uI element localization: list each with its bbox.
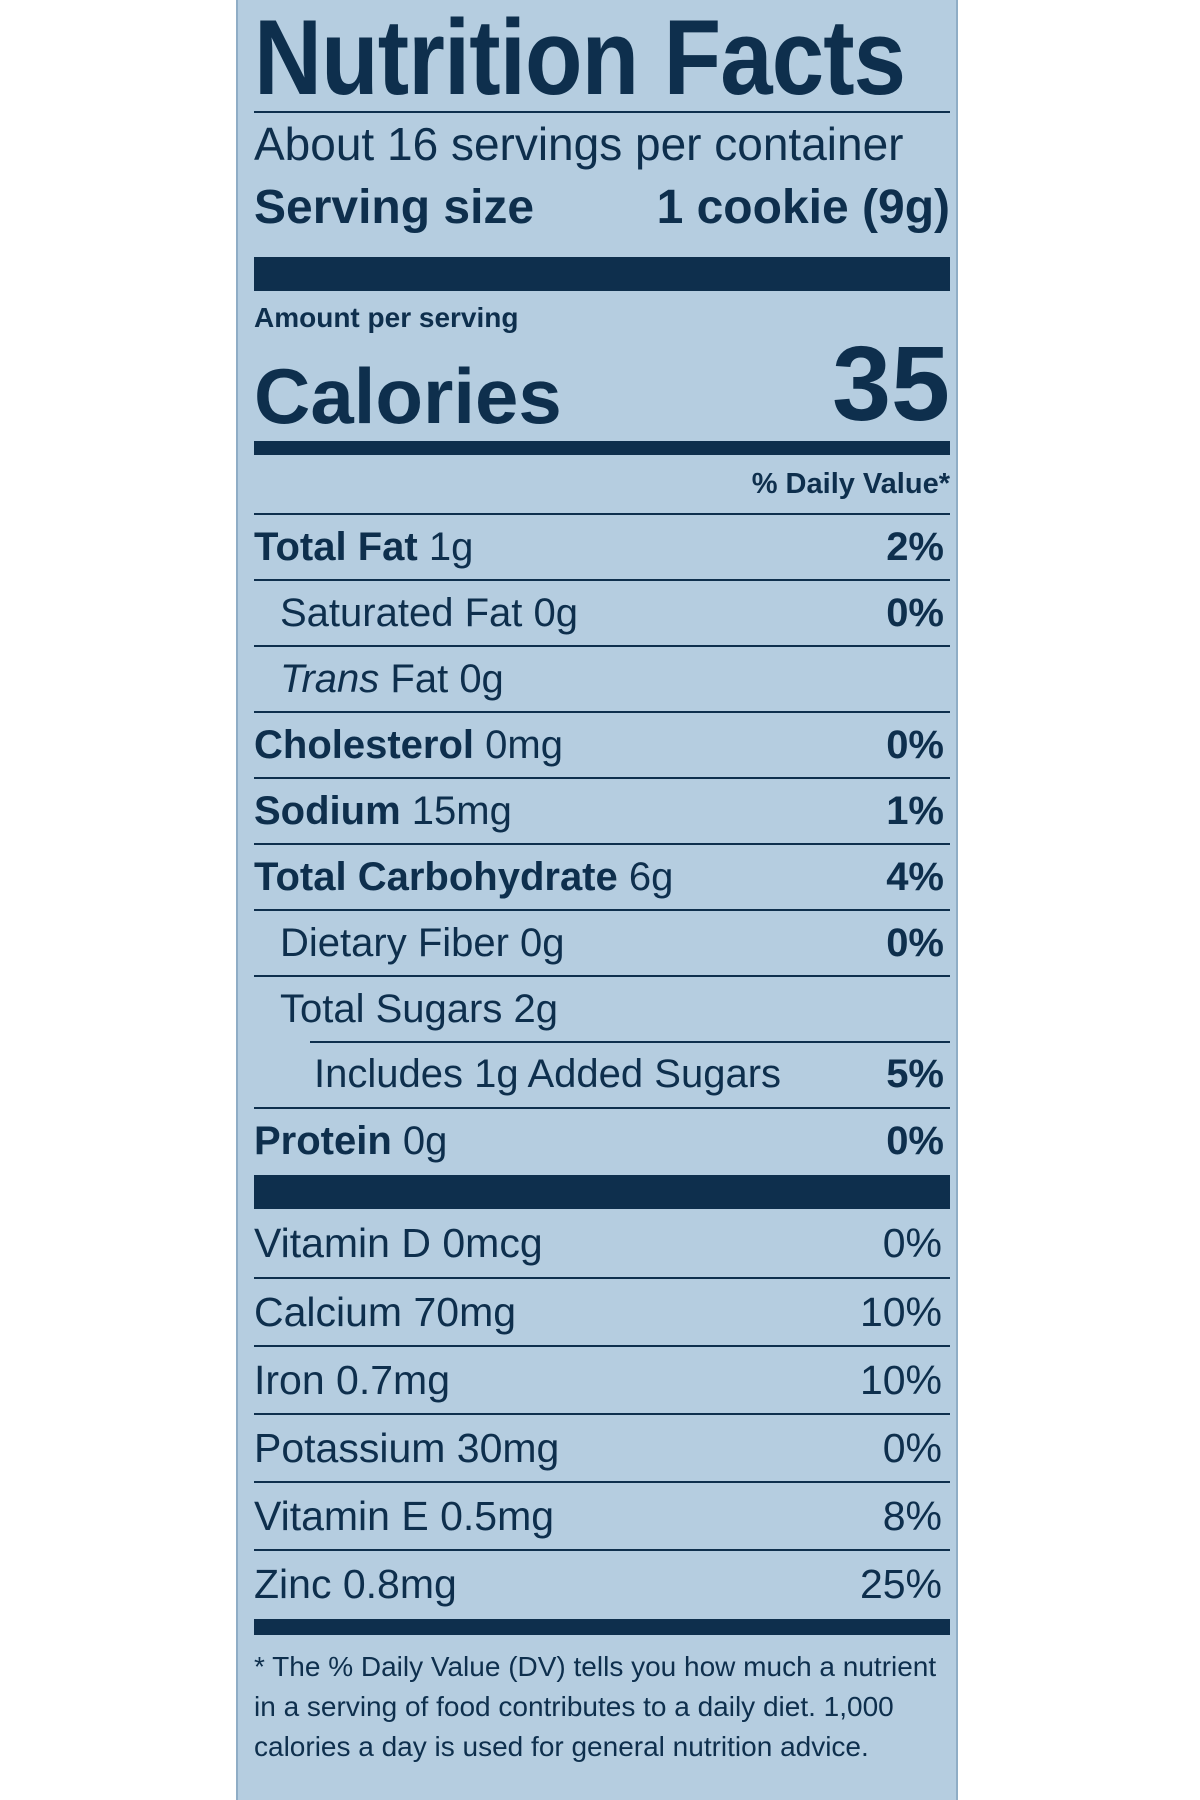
vitamin-dv: 10% xyxy=(859,1356,942,1403)
nutrient-row-total-sugars: Total Sugars 2g xyxy=(254,975,950,1041)
nutrient-dv: 0% xyxy=(886,590,944,635)
nutrition-label-panel: Nutrition Facts About 16 servings per co… xyxy=(236,0,958,1800)
divider xyxy=(254,111,950,113)
nutrient-name-italic: Trans xyxy=(280,656,380,701)
nutrient-dv: 5% xyxy=(886,1051,944,1096)
vitamin-row: Vitamin E 0.5mg 8% xyxy=(254,1481,950,1549)
nutrient-name: Total Fat xyxy=(254,524,418,569)
nutrition-facts-label: Nutrition Facts About 16 servings per co… xyxy=(254,0,950,1767)
indented-divider xyxy=(310,1041,950,1043)
nutrient-name: Total Carbohydrate xyxy=(254,854,618,899)
nutrient-amount: 15mg xyxy=(411,788,512,833)
nutrient-amount: 1g xyxy=(428,524,474,569)
nutrient-row-cholesterol: Cholesterol 0mg 0% xyxy=(254,711,950,777)
nutrient-dv: 4% xyxy=(886,854,944,899)
vitamin-name: Vitamin D 0mcg xyxy=(254,1219,543,1266)
nutrient-dv: 0% xyxy=(886,722,944,767)
vitamin-row: Iron 0.7mg 10% xyxy=(254,1345,950,1413)
nutrient-dv: 0% xyxy=(886,920,944,965)
vitamin-dv: 25% xyxy=(859,1560,942,1607)
nutrient-row-trans-fat: Trans Fat 0g xyxy=(254,645,950,711)
medium-divider xyxy=(254,1619,950,1635)
vitamin-dv: 0% xyxy=(882,1424,942,1471)
calories-value: 35 xyxy=(832,325,950,444)
nutrient-amount: 0g xyxy=(402,1118,448,1163)
vitamin-dv: 8% xyxy=(882,1492,942,1539)
vitamin-name: Vitamin E 0.5mg xyxy=(254,1492,555,1539)
nutrient-row-added-sugars: Includes 1g Added Sugars 5% xyxy=(254,1041,950,1107)
footnote: * The % Daily Value (DV) tells you how m… xyxy=(254,1651,937,1762)
servings-per-container: About 16 servings per container xyxy=(254,118,904,170)
thick-divider xyxy=(254,1175,950,1209)
nutrient-name: Protein xyxy=(254,1118,392,1163)
nutrient-row-dietary-fiber: Dietary Fiber 0g 0% xyxy=(254,909,950,975)
vitamin-name: Calcium 70mg xyxy=(254,1288,517,1335)
amount-per-serving: Amount per serving xyxy=(254,302,519,333)
nutrient-name: Sodium xyxy=(254,788,401,833)
thick-divider xyxy=(254,257,950,291)
calories-label: Calories xyxy=(254,352,562,440)
nutrient-row-protein: Protein 0g 0% xyxy=(254,1107,950,1173)
nutrient-dv: 2% xyxy=(886,524,944,569)
vitamin-row: Zinc 0.8mg 25% xyxy=(254,1549,950,1617)
serving-size-value: 1 cookie (9g) xyxy=(656,180,950,234)
nutrient-dv: 0% xyxy=(886,1118,944,1163)
nutrient-row-sodium: Sodium 15mg 1% xyxy=(254,777,950,843)
vitamin-name: Potassium 30mg xyxy=(254,1424,560,1471)
vitamin-name: Iron 0.7mg xyxy=(254,1356,450,1403)
nutrient-name: Fat 0g xyxy=(390,656,504,701)
nutrient-amount: 0mg xyxy=(485,722,563,767)
vitamin-dv: 0% xyxy=(882,1219,942,1266)
vitamin-name: Zinc 0.8mg xyxy=(254,1560,457,1607)
nutrient-dv: 1% xyxy=(886,788,944,833)
nutrient-row-saturated-fat: Saturated Fat 0g 0% xyxy=(254,579,950,645)
vitamin-row: Calcium 70mg 10% xyxy=(254,1277,950,1345)
serving-size-row: Serving size 1 cookie (9g) xyxy=(254,175,950,239)
vitamin-row: Potassium 30mg 0% xyxy=(254,1413,950,1481)
calories-row: Calories 35 xyxy=(254,325,950,444)
vitamin-row: Vitamin D 0mcg 0% xyxy=(254,1209,950,1277)
nutrient-name: Total Sugars 2g xyxy=(280,986,558,1031)
medium-divider xyxy=(254,441,950,455)
label-title: Nutrition Facts xyxy=(254,0,906,117)
vitamin-dv: 10% xyxy=(859,1288,942,1335)
daily-value-header: % Daily Value* xyxy=(751,468,950,500)
nutrient-name: Saturated Fat 0g xyxy=(280,590,578,635)
nutrient-name: Cholesterol xyxy=(254,722,475,767)
nutrient-name: Includes 1g Added Sugars xyxy=(314,1051,782,1096)
nutrient-row-total-fat: Total Fat 1g 2% xyxy=(254,513,950,579)
nutrient-name: Dietary Fiber 0g xyxy=(280,920,565,965)
serving-size-label: Serving size xyxy=(254,180,535,234)
nutrient-row-total-carbohydrate: Total Carbohydrate 6g 4% xyxy=(254,843,950,909)
nutrient-amount: 6g xyxy=(628,854,674,899)
